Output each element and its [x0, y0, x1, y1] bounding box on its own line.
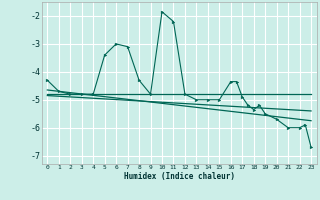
X-axis label: Humidex (Indice chaleur): Humidex (Indice chaleur) [124, 172, 235, 181]
